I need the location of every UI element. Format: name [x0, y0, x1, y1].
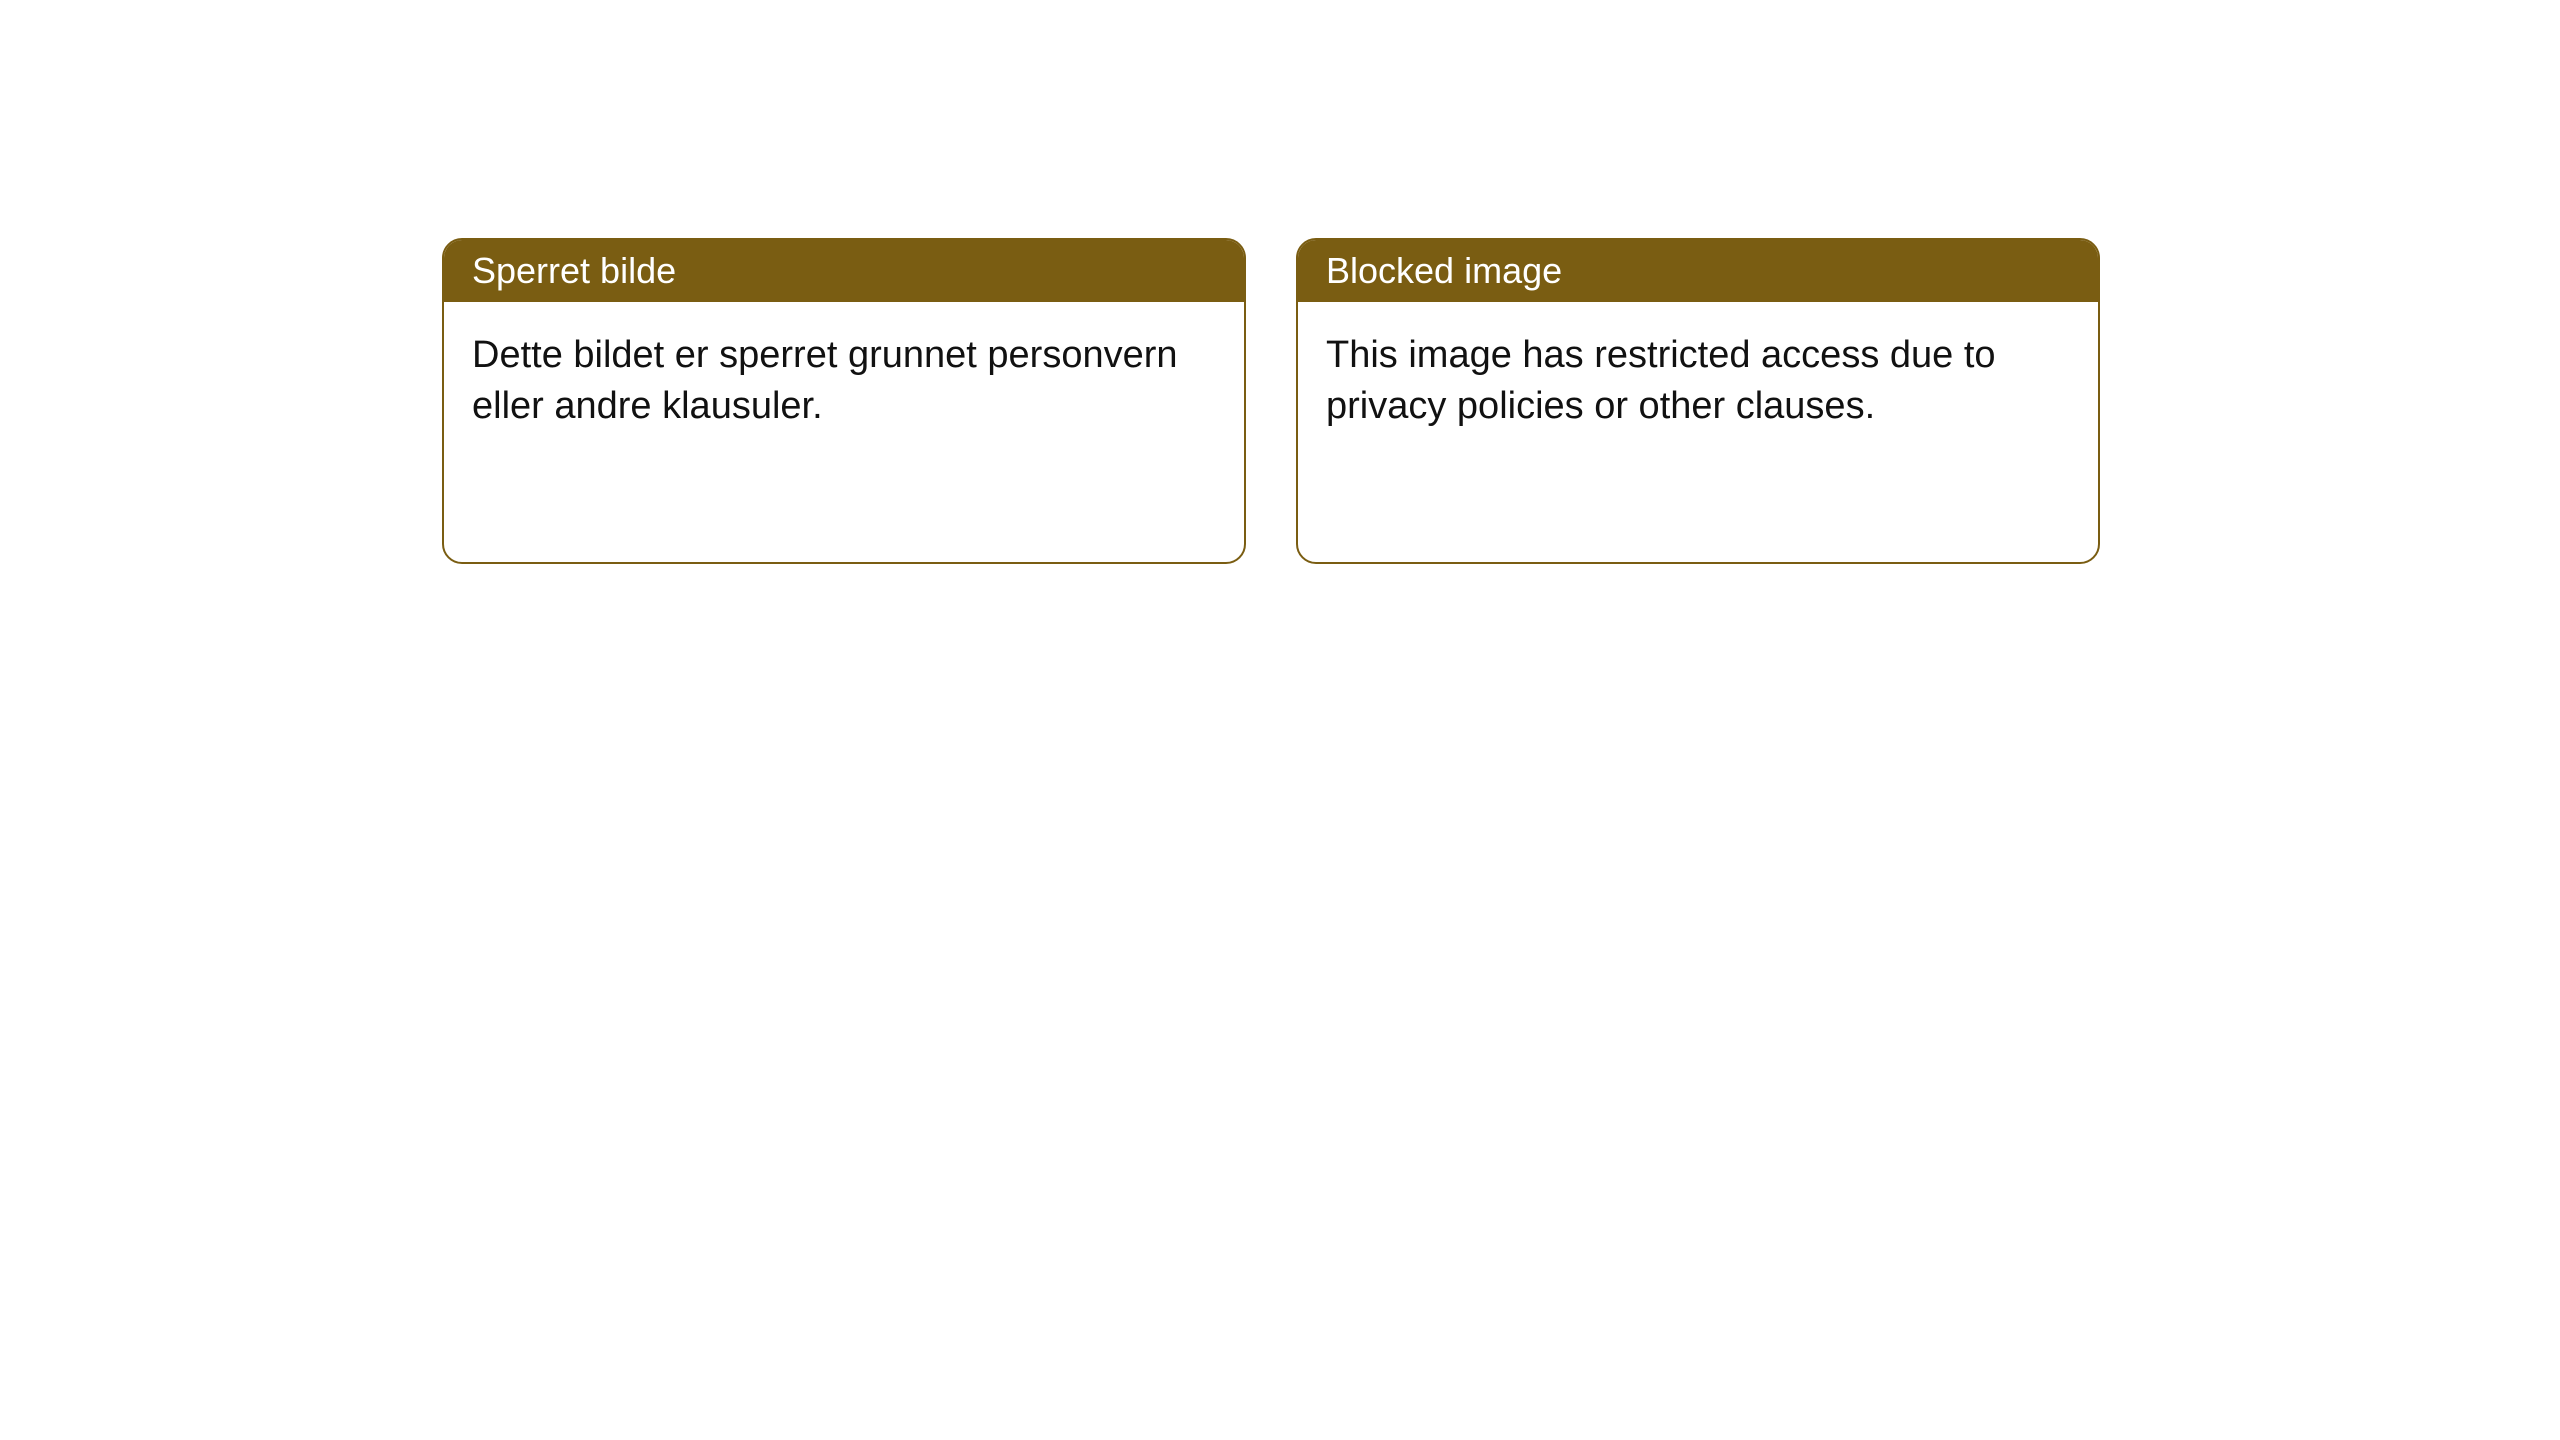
- notice-message: Dette bildet er sperret grunnet personve…: [472, 334, 1178, 427]
- notice-title: Blocked image: [1326, 250, 1562, 291]
- notice-title: Sperret bilde: [472, 250, 676, 291]
- notice-container: Sperret bilde Dette bildet er sperret gr…: [442, 238, 2100, 564]
- notice-body-norwegian: Dette bildet er sperret grunnet personve…: [444, 302, 1244, 562]
- notice-box-norwegian: Sperret bilde Dette bildet er sperret gr…: [442, 238, 1246, 564]
- notice-header-norwegian: Sperret bilde: [444, 240, 1244, 302]
- notice-body-english: This image has restricted access due to …: [1298, 302, 2098, 562]
- notice-header-english: Blocked image: [1298, 240, 2098, 302]
- notice-message: This image has restricted access due to …: [1326, 334, 1996, 427]
- notice-box-english: Blocked image This image has restricted …: [1296, 238, 2100, 564]
